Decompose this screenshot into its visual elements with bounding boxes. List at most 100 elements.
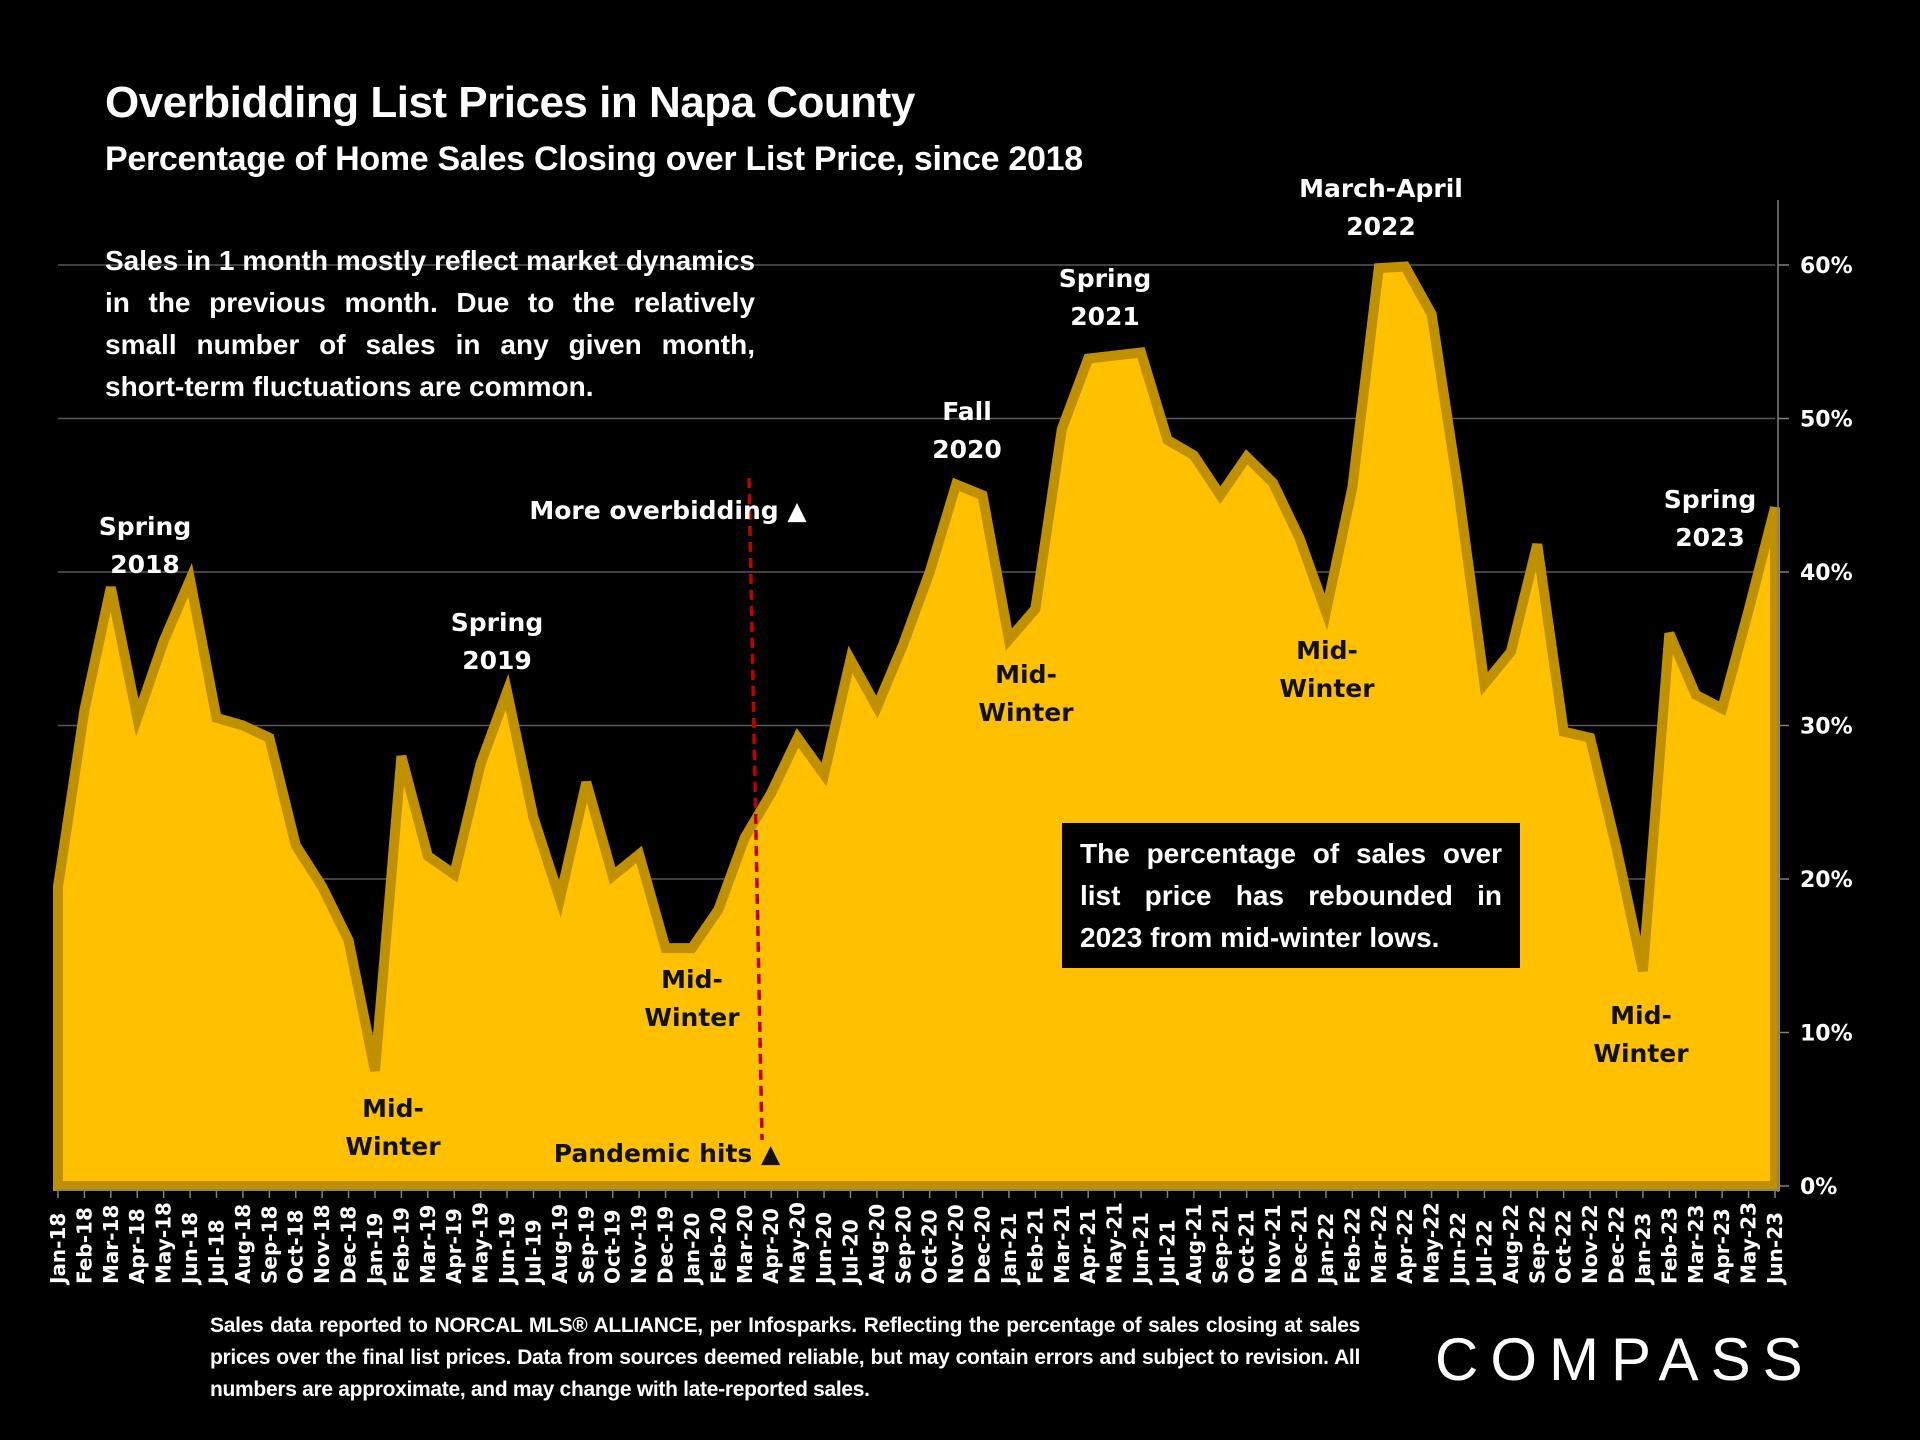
y-tick-label: 60% (1800, 254, 1853, 279)
x-tick-label: Sep-22 (1525, 1206, 1549, 1284)
x-tick-label: Jan-22 (1314, 1213, 1338, 1286)
callout-box: The percentage of sales over list price … (1062, 823, 1520, 968)
annotation-label: Mid- (661, 965, 723, 994)
x-tick-label: Apr-21 (1076, 1208, 1100, 1284)
x-tick-label: Jul-20 (838, 1219, 862, 1286)
annotation-label: Winter (1279, 674, 1375, 703)
x-tick-label: May-23 (1737, 1202, 1761, 1284)
x-tick-label: Feb-22 (1340, 1207, 1364, 1284)
x-tick-label: Sep-20 (891, 1206, 915, 1284)
x-tick-label: Aug-20 (865, 1204, 889, 1284)
annotation-label: Fall (942, 397, 992, 426)
annotation-label: 2023 (1675, 523, 1745, 552)
annotation-label: 2018 (110, 550, 180, 579)
x-tick-label: Aug-18 (231, 1204, 255, 1284)
x-tick-label: Mar-21 (1050, 1205, 1074, 1284)
x-tick-label: Feb-18 (72, 1207, 96, 1284)
x-tick-label: Oct-19 (601, 1209, 625, 1284)
y-tick-label: 30% (1800, 715, 1853, 740)
y-tick-label: 50% (1800, 408, 1853, 433)
annotation-label: Mid- (362, 1094, 424, 1123)
annotation-label: Winter (1593, 1039, 1689, 1068)
x-tick-label: Jun-19 (495, 1212, 519, 1286)
x-tick-label: Nov-19 (627, 1204, 651, 1284)
x-tick-label: Jan-18 (46, 1213, 70, 1286)
x-tick-label: Jan-19 (363, 1213, 387, 1286)
x-tick-label: Mar-23 (1684, 1205, 1708, 1284)
annotation-label: Spring (1059, 264, 1152, 293)
x-tick-label: Apr-18 (125, 1208, 149, 1284)
y-axis: 0% 10% 20% 30% 40% 50% 60% (1777, 200, 1853, 1200)
x-tick-label: Oct-22 (1552, 1209, 1576, 1284)
x-tick-label: Jan-20 (680, 1213, 704, 1286)
annotation-label: Spring (1664, 485, 1757, 514)
annotation-label: Winter (644, 1003, 740, 1032)
y-tick-label: 0% (1800, 1175, 1837, 1200)
x-tick-label: May-19 (469, 1202, 493, 1284)
annotation-label: Pandemic hits ▲ (554, 1139, 781, 1168)
x-tick-label: Oct-18 (284, 1209, 308, 1284)
x-tick-label: Sep-18 (257, 1206, 281, 1284)
annotation-label: March-April (1299, 174, 1463, 203)
x-tick-label: Mar-18 (99, 1205, 123, 1284)
x-tick-label: Jan-23 (1631, 1213, 1655, 1286)
x-tick-label: Apr-23 (1710, 1208, 1734, 1284)
y-tick-label: 20% (1800, 868, 1853, 893)
x-tick-label: Jul-22 (1472, 1219, 1496, 1286)
annotation-label: 2020 (932, 435, 1002, 464)
x-tick-label: Jun-22 (1446, 1212, 1470, 1286)
annotation-label: More overbidding ▲ (529, 496, 807, 525)
x-tick-label: Apr-22 (1393, 1208, 1417, 1284)
x-tick-label: Aug-21 (1182, 1204, 1206, 1284)
x-tick-label: May-22 (1420, 1202, 1444, 1284)
annotation-label: Winter (978, 698, 1074, 727)
x-tick-label: Mar-20 (733, 1205, 757, 1284)
pandemic-reference-line (747, 477, 764, 1141)
annotation-label: Mid- (1296, 636, 1358, 665)
x-tick-label: Nov-18 (310, 1204, 334, 1284)
x-tick-label: Jan-21 (997, 1213, 1021, 1286)
x-tick-label: Mar-22 (1367, 1205, 1391, 1284)
x-tick-label: Feb-20 (706, 1207, 730, 1284)
x-tick-label: Dec-20 (971, 1206, 995, 1284)
x-tick-label: Mar-19 (416, 1205, 440, 1284)
annotation-label: Spring (99, 512, 192, 541)
annotations: Spring 2018 Mid- Winter Spring 2019 More overb… (99, 174, 1757, 1168)
annotation-label: 2019 (462, 646, 532, 675)
x-tick-label: Aug-19 (548, 1204, 572, 1284)
x-tick-label: Sep-19 (574, 1206, 598, 1284)
annotation-label: 2022 (1346, 212, 1416, 241)
annotation-label: 2021 (1070, 302, 1140, 331)
x-tick-label: Oct-21 (1235, 1209, 1259, 1284)
x-tick-label: Jun-18 (178, 1212, 202, 1286)
annotation-label: Spring (451, 608, 544, 637)
x-tick-label: Sep-21 (1208, 1206, 1232, 1284)
x-tick-label: May-18 (152, 1202, 176, 1284)
compass-logo: COMPASS (1435, 1326, 1815, 1393)
x-axis: Jan-18 Feb-18 Mar-18 Apr-18 May-18 Jun-18 Jul-… (46, 1189, 1787, 1286)
x-tick-label: Oct-20 (918, 1209, 942, 1284)
source-footnote: Sales data reported to NORCAL MLS® ALLIA… (210, 1314, 1360, 1401)
annotation-label: Mid- (995, 660, 1057, 689)
chart-subtitle: Percentage of Home Sales Closing over Li… (105, 140, 1083, 178)
x-tick-label: Apr-20 (759, 1208, 783, 1284)
x-tick-label: Aug-22 (1499, 1204, 1523, 1284)
x-tick-label: Dec-19 (654, 1206, 678, 1284)
x-tick-label: Dec-21 (1288, 1206, 1312, 1284)
explanatory-note: Sales in 1 month mostly reflect market d… (105, 245, 755, 402)
x-tick-label: Jun-21 (1129, 1212, 1153, 1286)
annotation-label: Winter (345, 1132, 441, 1161)
x-tick-label: Feb-21 (1023, 1207, 1047, 1284)
x-tick-label: Feb-19 (389, 1207, 413, 1284)
x-tick-label: May-21 (1103, 1202, 1127, 1284)
x-tick-label: Dec-18 (337, 1206, 361, 1284)
x-tick-label: Jun-20 (812, 1212, 836, 1286)
x-tick-label: Dec-22 (1605, 1206, 1629, 1284)
chart-title: Overbidding List Prices in Napa County (105, 78, 915, 127)
x-tick-label: Jul-21 (1155, 1219, 1179, 1286)
x-tick-label: May-20 (786, 1202, 810, 1284)
x-tick-label: Feb-23 (1657, 1207, 1681, 1284)
x-tick-label: Jul-18 (204, 1219, 228, 1286)
x-tick-label: Apr-19 (442, 1208, 466, 1284)
